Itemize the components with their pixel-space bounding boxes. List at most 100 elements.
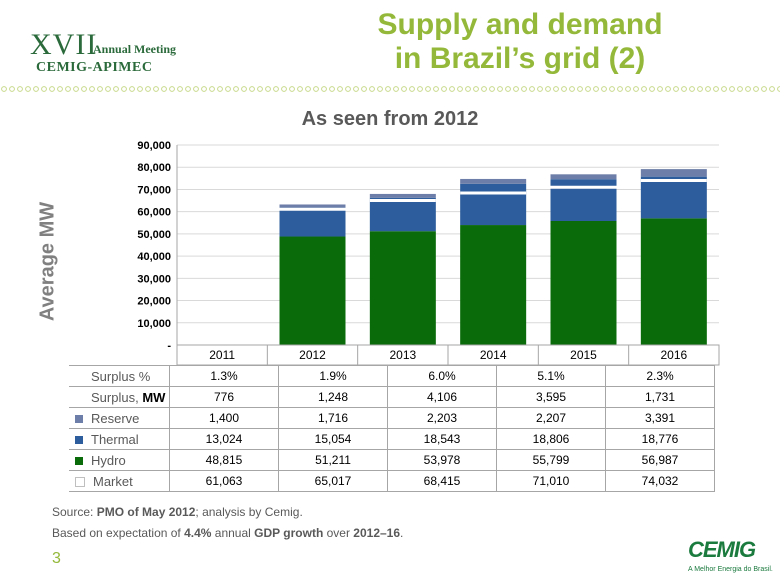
y-tick-label: 50,000 bbox=[137, 229, 171, 241]
table-cell: 65,017 bbox=[278, 470, 388, 492]
table-row: Surplus % 1.3% 1.9% 6.0% 5.1% 2.3% bbox=[69, 365, 715, 387]
y-tick-label: 30,000 bbox=[137, 273, 171, 285]
table-cell: 56,987 bbox=[605, 449, 715, 471]
y-tick-label: 80,000 bbox=[137, 162, 171, 174]
source-suffix: ; analysis by Cemig. bbox=[195, 505, 303, 519]
table-cell: 18,806 bbox=[496, 428, 606, 450]
table-cell: 48,815 bbox=[169, 449, 279, 471]
table-cell: 1,716 bbox=[278, 407, 388, 429]
basis-period: 2012–16 bbox=[353, 526, 401, 540]
bar-thermal bbox=[279, 207, 346, 237]
x-tick-label: 2012 bbox=[299, 348, 326, 362]
table-cell: 13,024 bbox=[169, 428, 279, 450]
x-tick-label: 2016 bbox=[660, 348, 687, 362]
table-cell: 74,032 bbox=[605, 470, 715, 492]
legend-swatch bbox=[75, 415, 83, 424]
table-cell: 18,543 bbox=[387, 428, 497, 450]
bar-hydro bbox=[550, 221, 617, 345]
row-label: Thermal bbox=[69, 428, 170, 450]
page-title: Supply and demand in Brazil’s grid (2) bbox=[290, 8, 750, 76]
table-cell: 55,799 bbox=[496, 449, 606, 471]
y-tick-label: 20,000 bbox=[137, 296, 171, 308]
y-tick-label: 40,000 bbox=[137, 251, 171, 263]
basis-mid-2: over bbox=[323, 526, 354, 540]
y-tick-label: 70,000 bbox=[137, 184, 171, 196]
stacked-bar-chart: - 10,000 20,000 30,000 40,000 50,000 60,000 70,… bbox=[137, 140, 720, 366]
bar-hydro bbox=[460, 225, 527, 345]
basis-note: Based on expectation of 4.4% annual GDP … bbox=[52, 526, 403, 540]
y-tick-label: 10,000 bbox=[137, 318, 171, 330]
table-cell: 68,415 bbox=[387, 470, 497, 492]
legend-swatch bbox=[75, 373, 83, 381]
table-cell: 1.9% bbox=[278, 365, 388, 387]
table-cell: 71,010 bbox=[496, 470, 606, 492]
legend-swatch bbox=[75, 457, 83, 466]
table-cell: 5.1% bbox=[496, 365, 606, 387]
bar-reserve bbox=[550, 174, 617, 180]
row-label: Reserve bbox=[69, 407, 170, 429]
x-tick-label: 2014 bbox=[480, 348, 507, 362]
bar-thermal bbox=[460, 183, 527, 226]
row-label: Surplus, MW bbox=[69, 386, 170, 408]
table-cell: 18,776 bbox=[605, 428, 715, 450]
table-row: Surplus, MW 776 1,248 4,106 3,595 1,731 bbox=[69, 386, 715, 408]
source-note: Source: PMO of May 2012; analysis by Cem… bbox=[52, 505, 303, 519]
source-pmo: PMO of May 2012 bbox=[96, 505, 196, 519]
legend-swatch bbox=[75, 436, 83, 445]
row-label-text: Market bbox=[93, 473, 133, 489]
table-row: Reserve 1,400 1,716 2,203 2,207 3,391 bbox=[69, 407, 715, 429]
basis-growth: 4.4% bbox=[184, 526, 212, 540]
bar-reserve bbox=[460, 178, 527, 184]
y-tick-label: 90,000 bbox=[137, 140, 171, 152]
row-label-text: Surplus, bbox=[91, 389, 143, 405]
basis-mid-1: annual bbox=[211, 526, 255, 540]
basis-prefix: Based on expectation of bbox=[52, 526, 185, 540]
table-cell: 2.3% bbox=[605, 365, 715, 387]
row-label: Surplus % bbox=[69, 365, 170, 387]
row-label-text: Hydro bbox=[91, 452, 126, 468]
table-row: Thermal 13,024 15,054 18,543 18,806 18,776 bbox=[69, 428, 715, 450]
table-cell: 1,400 bbox=[169, 407, 279, 429]
table-cell: 51,211 bbox=[278, 449, 388, 471]
row-label-text: Surplus % bbox=[91, 368, 151, 384]
bar-reserve bbox=[369, 193, 436, 198]
y-tick-label: - bbox=[167, 340, 171, 352]
row-label-bold: MW bbox=[142, 389, 166, 405]
table-cell: 2,207 bbox=[496, 407, 606, 429]
page-number: 3 bbox=[52, 550, 61, 567]
x-tick-label: 2013 bbox=[389, 348, 416, 362]
row-label: Hydro bbox=[69, 449, 170, 471]
x-tick-label: 2011 bbox=[209, 348, 235, 362]
table-cell: 53,978 bbox=[387, 449, 497, 471]
table-cell: 1,731 bbox=[605, 386, 715, 408]
bar-reserve bbox=[279, 204, 346, 208]
table-cell: 2,203 bbox=[387, 407, 497, 429]
table-row: Market 61,063 65,017 68,415 71,010 74,032 bbox=[69, 470, 715, 492]
legend-swatch bbox=[75, 477, 85, 488]
basis-gdp: GDP growth bbox=[254, 526, 324, 540]
bar-thermal bbox=[369, 197, 436, 232]
decorative-divider bbox=[0, 85, 780, 93]
logo-event: Annual Meeting bbox=[93, 42, 177, 56]
table-cell: 3,595 bbox=[496, 386, 606, 408]
title-line-1: Supply and demand bbox=[377, 8, 663, 41]
cemig-logo: CEMIG bbox=[688, 537, 756, 562]
y-tick-label: 60,000 bbox=[137, 207, 171, 219]
logo-org: CEMIG-APIMEC bbox=[36, 60, 153, 75]
bar-thermal bbox=[550, 179, 617, 222]
table-cell: 4,106 bbox=[387, 386, 497, 408]
table-row: Hydro 48,815 51,211 53,978 55,799 56,987 bbox=[69, 449, 715, 471]
chart-subtitle: As seen from 2012 bbox=[301, 108, 479, 130]
bar-hydro bbox=[640, 218, 707, 345]
row-label: Market bbox=[69, 470, 170, 492]
table-cell: 3,391 bbox=[605, 407, 715, 429]
bar-thermal bbox=[640, 176, 707, 219]
row-label-text: Thermal bbox=[91, 431, 139, 447]
bar-hydro bbox=[369, 231, 436, 345]
row-label-text: Reserve bbox=[91, 410, 140, 426]
source-prefix: Source: bbox=[52, 505, 97, 519]
bar-hydro bbox=[279, 236, 346, 345]
data-table: Surplus % 1.3% 1.9% 6.0% 5.1% 2.3% Surplus, MW… bbox=[69, 365, 715, 492]
cemig-tagline: A Melhor Energia do Brasil. bbox=[688, 566, 773, 573]
table-cell: 61,063 bbox=[169, 470, 279, 492]
